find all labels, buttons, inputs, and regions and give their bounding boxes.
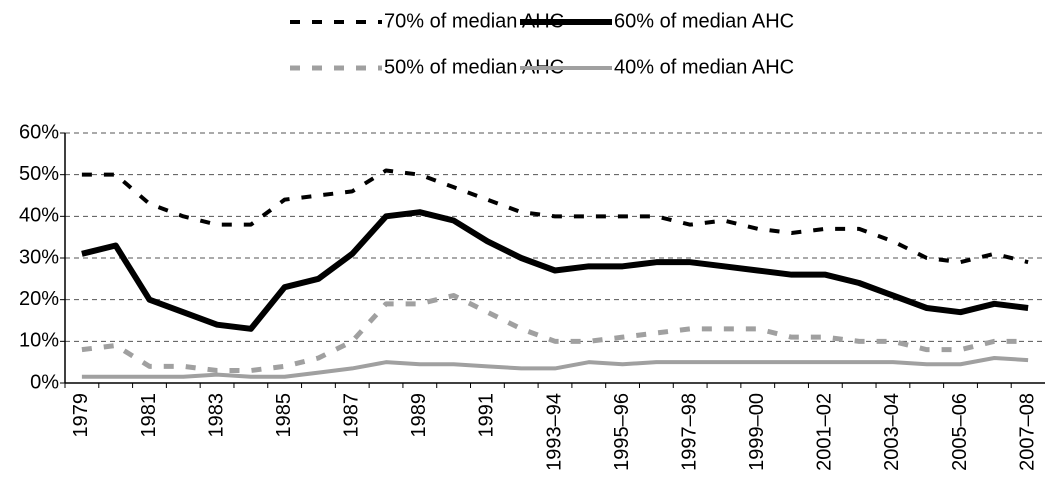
y-tick-label: 50% — [19, 163, 59, 185]
x-tick-label: 1993–94 — [543, 393, 565, 471]
series-line — [81, 168, 1029, 265]
y-tick-label: 40% — [19, 205, 59, 227]
x-tick-label: 1999–00 — [746, 393, 768, 471]
legend-label: 60% of median AHC — [614, 10, 794, 32]
x-tick-label: 1997–98 — [678, 393, 700, 471]
x-tick-label: 2005–06 — [949, 393, 971, 471]
x-tick-label: 2001–02 — [814, 393, 836, 471]
y-tick-label: 20% — [19, 288, 59, 310]
y-tick-label: 60% — [19, 121, 59, 143]
series-line — [81, 293, 1029, 373]
legend-label: 50% of median AHC — [384, 56, 564, 78]
series-line — [81, 209, 1029, 332]
y-tick-label: 30% — [19, 246, 59, 268]
y-tick-label: 10% — [19, 330, 59, 352]
x-tick-label: 1989 — [408, 393, 430, 438]
x-tick-label: 1985 — [273, 393, 295, 438]
x-tick-label: 1987 — [341, 393, 363, 438]
x-tick-label: 2003–04 — [881, 393, 903, 471]
x-tick-label: 1979 — [70, 393, 92, 438]
x-tick-label: 1995–96 — [611, 393, 633, 471]
legend-label: 40% of median AHC — [614, 56, 794, 78]
legend-label: 70% of median AHC — [384, 10, 564, 32]
x-tick-label: 1991 — [476, 393, 498, 438]
series-line — [81, 356, 1029, 379]
x-tick-label: 1981 — [138, 393, 160, 438]
x-tick-label: 1983 — [205, 393, 227, 438]
y-tick-label: 0% — [30, 371, 59, 393]
x-tick-label: 2007–08 — [1016, 393, 1038, 471]
